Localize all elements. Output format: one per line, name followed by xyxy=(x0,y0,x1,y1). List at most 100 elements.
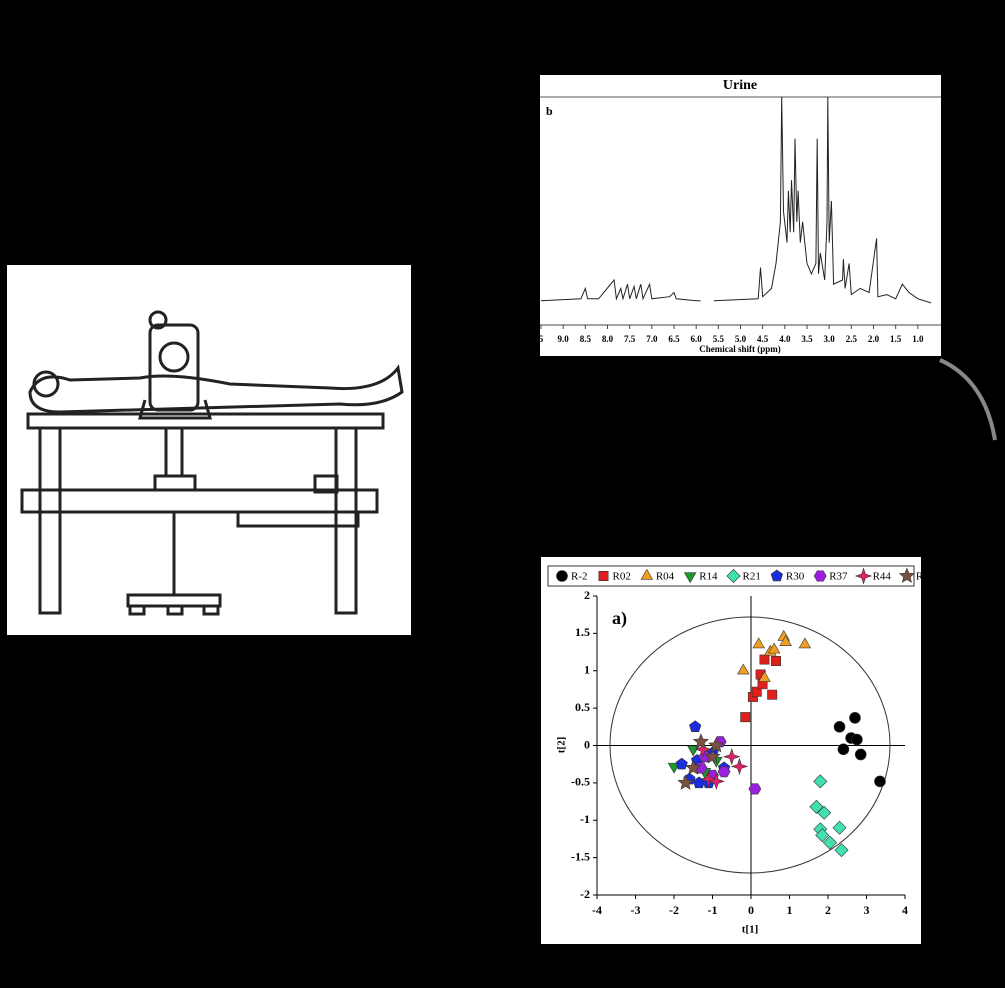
y-tick-label: -1.5 xyxy=(571,849,590,863)
x-tick-label: 4.5 xyxy=(757,334,769,344)
y-tick-label: 2 xyxy=(584,588,590,602)
marker xyxy=(779,635,792,646)
x-tick-label: -3 xyxy=(631,903,641,917)
marker xyxy=(752,637,765,649)
y-tick-label: -1 xyxy=(580,812,590,826)
legend-label: R02 xyxy=(613,571,631,583)
marker xyxy=(813,570,827,582)
x-tick-label: 3 xyxy=(864,903,870,917)
x-tick-label: -1 xyxy=(708,903,718,917)
x-axis-label: Chemical shift (ppm) xyxy=(699,344,781,354)
x-tick-label: 6.5 xyxy=(668,334,680,344)
legend-label: R04 xyxy=(656,571,675,583)
marker xyxy=(832,820,847,835)
marker xyxy=(689,720,702,733)
legend-label: R+7 xyxy=(916,571,936,583)
x-tick-label: 7.0 xyxy=(646,334,658,344)
marker xyxy=(737,663,750,675)
marker xyxy=(556,570,568,582)
marker xyxy=(767,642,781,654)
marker xyxy=(767,689,778,700)
marker xyxy=(759,654,770,665)
marker xyxy=(809,799,824,814)
marker xyxy=(708,737,725,753)
y-axis-label: t[2] xyxy=(556,737,568,754)
marker xyxy=(854,748,867,761)
marker xyxy=(707,772,726,791)
marker xyxy=(874,775,886,788)
marker xyxy=(851,733,863,746)
marker xyxy=(640,568,654,580)
marker xyxy=(675,757,688,770)
x-tick-label: 8.5 xyxy=(580,334,592,344)
illustration xyxy=(7,265,411,635)
marker xyxy=(837,743,850,756)
y-tick-label: 0 xyxy=(584,737,590,751)
marker xyxy=(598,571,609,581)
marker xyxy=(815,828,830,843)
marker xyxy=(798,637,812,649)
x-tick-label: 2.0 xyxy=(868,334,880,344)
x-tick-label: 1 xyxy=(787,903,793,917)
marker xyxy=(726,568,741,584)
legend-label: R14 xyxy=(699,571,718,583)
marker xyxy=(822,835,837,850)
marker xyxy=(833,721,846,733)
marker xyxy=(758,671,771,682)
marker xyxy=(692,733,710,749)
x-axis-label: t[1] xyxy=(742,924,759,936)
x-tick-label: 4 xyxy=(902,903,908,917)
x-tick-label: 5.0 xyxy=(735,334,747,344)
marker xyxy=(854,567,873,585)
marker xyxy=(849,712,861,724)
y-tick-label: 1 xyxy=(584,663,590,677)
legend-label: R44 xyxy=(873,571,892,583)
x-tick-label: 4.0 xyxy=(779,334,791,344)
marker xyxy=(723,748,741,766)
marker xyxy=(770,569,783,582)
legend-label: R30 xyxy=(786,571,805,583)
x-tick-label: 1.0 xyxy=(912,334,924,344)
panel-label: a) xyxy=(612,608,627,629)
y-tick-label: -2 xyxy=(580,887,590,901)
marker xyxy=(771,656,781,667)
legend-label: R21 xyxy=(743,571,761,583)
x-tick-label: -2 xyxy=(669,903,679,917)
marker xyxy=(677,774,694,790)
marker xyxy=(757,679,768,690)
marker xyxy=(740,712,751,723)
x-tick-label: 7.5 xyxy=(624,334,636,344)
spectrum-line xyxy=(540,96,932,304)
decorative-curve xyxy=(939,358,997,441)
marker xyxy=(898,567,915,583)
x-tick-label: 3.5 xyxy=(801,334,813,344)
legend-box xyxy=(547,565,915,587)
x-tick-label: 1.5 xyxy=(890,334,902,344)
legend-label: R37 xyxy=(829,571,848,583)
x-tick-label: 8.0 xyxy=(602,334,614,344)
marker xyxy=(748,783,762,795)
x-tick-label: 5.5 xyxy=(713,334,725,344)
x-tick-label: -4 xyxy=(592,903,602,917)
marker xyxy=(730,757,749,776)
x-tick-label: 6.0 xyxy=(691,334,703,344)
x-tick-label: 2.5 xyxy=(846,334,858,344)
x-tick-label: 3.0 xyxy=(824,334,836,344)
panel-label: b xyxy=(546,104,553,118)
marker xyxy=(751,686,762,697)
x-tick-label: 5 xyxy=(539,334,544,344)
marker xyxy=(813,774,828,789)
y-tick-label: -0.5 xyxy=(571,775,590,789)
marker xyxy=(683,572,697,584)
marker xyxy=(834,843,849,858)
legend-label: R-2 xyxy=(571,571,588,583)
x-tick-label: 0 xyxy=(748,903,754,917)
x-tick-label: 9.0 xyxy=(558,334,570,344)
marker xyxy=(685,759,702,775)
x-tick-label: 2 xyxy=(825,903,831,917)
marker xyxy=(704,748,721,764)
y-tick-label: 1.5 xyxy=(575,625,590,639)
y-tick-label: 0.5 xyxy=(575,700,590,714)
spectrum-title: Urine xyxy=(723,78,757,93)
